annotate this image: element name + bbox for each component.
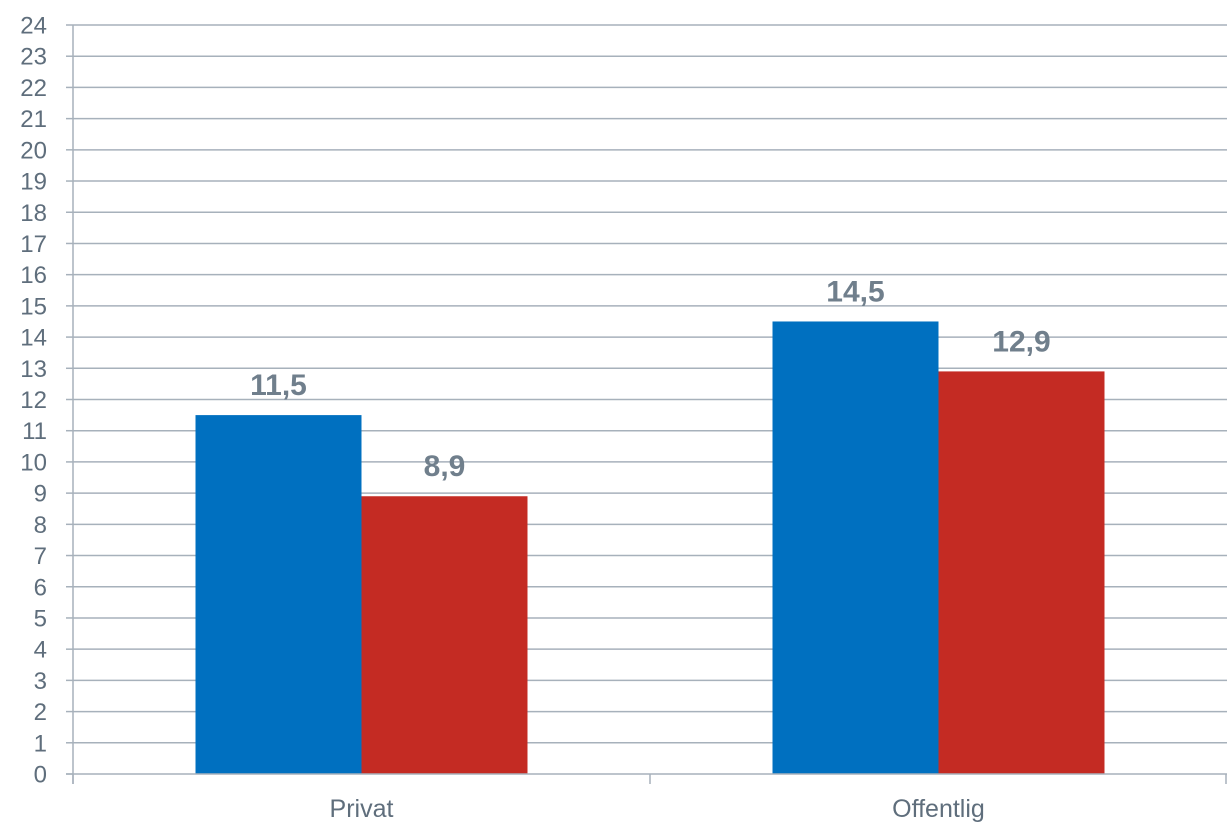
y-tick-label: 7 [34, 543, 47, 570]
y-tick-label: 23 [20, 44, 47, 71]
bars [195, 321, 1105, 774]
y-tick-label: 10 [20, 449, 47, 476]
x-axis [66, 25, 1227, 784]
y-tick-label: 12 [20, 387, 47, 414]
y-tick-label: 16 [20, 262, 47, 289]
y-tick-label: 6 [34, 574, 47, 601]
y-tick-label: 20 [20, 137, 47, 164]
bar-privat-series-2 [361, 496, 528, 774]
data-label: 12,9 [992, 325, 1050, 358]
y-tick-label: 18 [20, 200, 47, 227]
y-tick-label: 5 [34, 605, 47, 632]
x-category-label: Privat [330, 795, 394, 823]
y-tick-label: 2 [34, 699, 47, 726]
y-tick-label: 14 [20, 325, 47, 352]
category-labels: Privat Offentlig [330, 795, 985, 823]
y-tick-label: 24 [20, 13, 47, 40]
x-category-label: Offentlig [892, 795, 985, 823]
y-tick-label: 19 [20, 169, 47, 196]
y-tick-label: 15 [20, 293, 47, 320]
y-tick-label: 21 [20, 106, 47, 133]
y-tick-label: 4 [34, 637, 47, 664]
data-label: 11,5 [250, 369, 307, 402]
y-tick-label: 1 [34, 730, 47, 757]
bar-offentlig-series-2 [938, 371, 1105, 774]
y-tick-label: 8 [34, 512, 47, 539]
y-tick-label: 9 [34, 481, 47, 508]
data-label: 8,9 [424, 450, 466, 483]
data-labels: 11,5 8,9 14,5 12,9 [250, 275, 1051, 483]
data-label: 14,5 [826, 275, 884, 308]
y-tick-label: 11 [22, 418, 47, 445]
y-tick-label: 0 [34, 762, 47, 789]
bar-privat-series-1 [195, 415, 362, 774]
y-tick-label: 22 [20, 75, 47, 102]
y-tick-label: 17 [20, 231, 47, 258]
y-tick-label: 3 [34, 668, 47, 695]
y-tick-label: 13 [20, 356, 47, 383]
bar-offentlig-series-1 [772, 321, 939, 774]
